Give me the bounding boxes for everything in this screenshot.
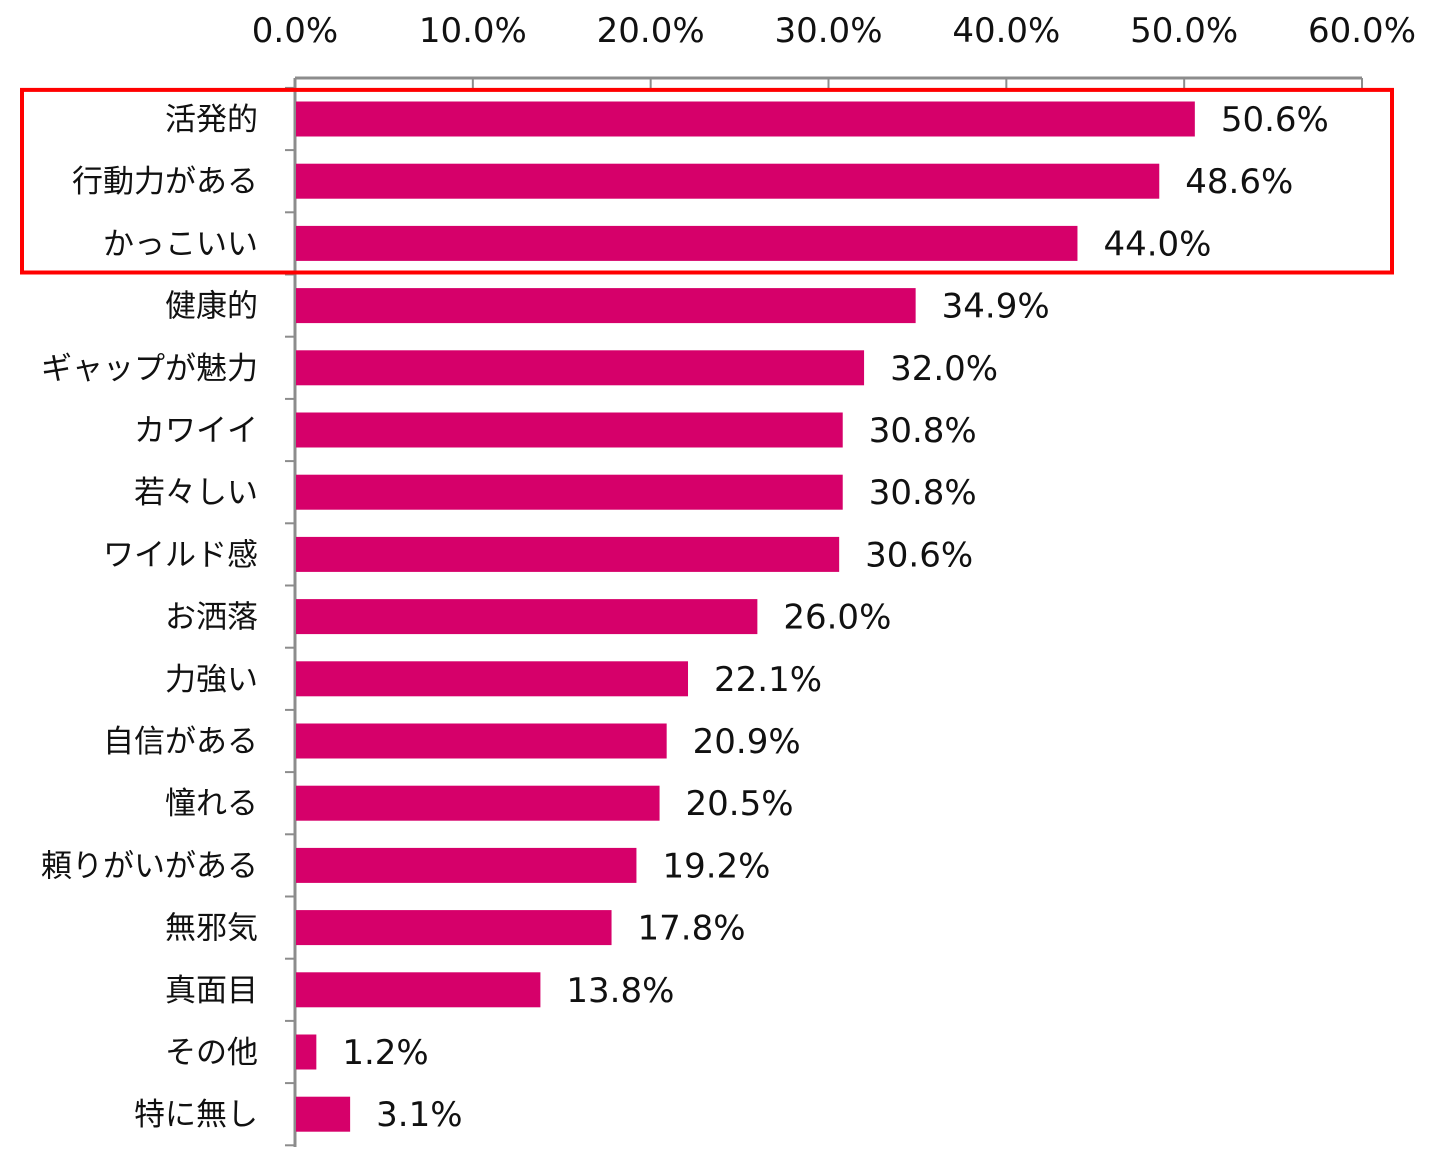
value-labels: 50.6% 48.6% 44.0% 34.9% 32.0% 30.8% 30.8% 30.6%… (342, 100, 1329, 1135)
bar (296, 972, 541, 1008)
category-label: 真面目 (165, 973, 258, 1009)
x-axis: 0.0% 10.0% 20.0% 30.0% 40.0% 50.0% 60.0% (252, 11, 1416, 89)
value-label: 17.8% (638, 909, 746, 949)
bar (296, 288, 916, 324)
bar (296, 225, 1078, 261)
category-label: その他 (165, 1035, 258, 1071)
category-label: 頼りがいがある (41, 848, 258, 884)
category-label: カワイイ (134, 413, 258, 449)
x-tick-label: 30.0% (774, 11, 882, 51)
x-tick-label: 50.0% (1130, 11, 1238, 51)
bar (296, 101, 1195, 137)
category-label: お洒落 (165, 600, 258, 636)
bar (296, 661, 689, 697)
x-tick-label: 10.0% (419, 11, 527, 51)
category-label: 特に無し (134, 1097, 258, 1133)
value-label: 32.0% (890, 349, 998, 389)
category-label: 行動力がある (72, 164, 258, 200)
category-label: ギャップが魅力 (41, 351, 258, 387)
bar (296, 163, 1160, 199)
bar (296, 350, 865, 386)
category-label: かっこいい (103, 226, 258, 262)
bar (296, 412, 843, 448)
bar (296, 785, 660, 821)
y-axis (285, 78, 297, 1147)
category-label: 無邪気 (165, 911, 258, 947)
value-label: 50.6% (1221, 100, 1329, 140)
category-label: 自信がある (103, 724, 258, 760)
bar (296, 599, 758, 635)
bar (296, 1034, 317, 1070)
value-label: 30.8% (869, 473, 977, 513)
x-tick-label: 40.0% (952, 11, 1060, 51)
value-label: 30.8% (869, 411, 977, 451)
value-label: 13.8% (566, 971, 674, 1011)
category-label: 憧れる (165, 786, 258, 822)
bar (296, 910, 612, 946)
value-label: 48.6% (1185, 162, 1293, 202)
category-labels: 活発的行動力があるかっこいい健康的ギャップが魅力カワイイ若々しいワイルド感お洒落… (41, 102, 258, 1133)
category-label: 活発的 (165, 102, 258, 138)
category-label: ワイルド感 (103, 537, 258, 573)
value-label: 22.1% (714, 660, 822, 700)
bar (296, 723, 667, 759)
value-label: 20.5% (686, 784, 794, 824)
highlight-box (20, 87, 1394, 275)
value-label: 34.9% (942, 287, 1050, 327)
category-label: 若々しい (134, 475, 258, 511)
bar (296, 474, 843, 510)
x-tick-label: 20.0% (597, 11, 705, 51)
value-label: 44.0% (1103, 224, 1211, 264)
value-label: 26.0% (783, 598, 891, 638)
bar (296, 536, 840, 572)
value-label: 20.9% (693, 722, 801, 762)
x-tick-label: 0.0% (252, 11, 338, 51)
value-label: 3.1% (376, 1095, 462, 1135)
value-label: 19.2% (662, 846, 770, 886)
value-label: 1.2% (342, 1033, 428, 1073)
category-label: 力強い (165, 662, 258, 698)
bar (296, 1096, 351, 1132)
category-label: 健康的 (165, 289, 258, 325)
bars (296, 101, 1195, 1132)
value-label: 30.6% (865, 535, 973, 575)
x-tick-label: 60.0% (1308, 11, 1416, 51)
bar (296, 847, 637, 883)
